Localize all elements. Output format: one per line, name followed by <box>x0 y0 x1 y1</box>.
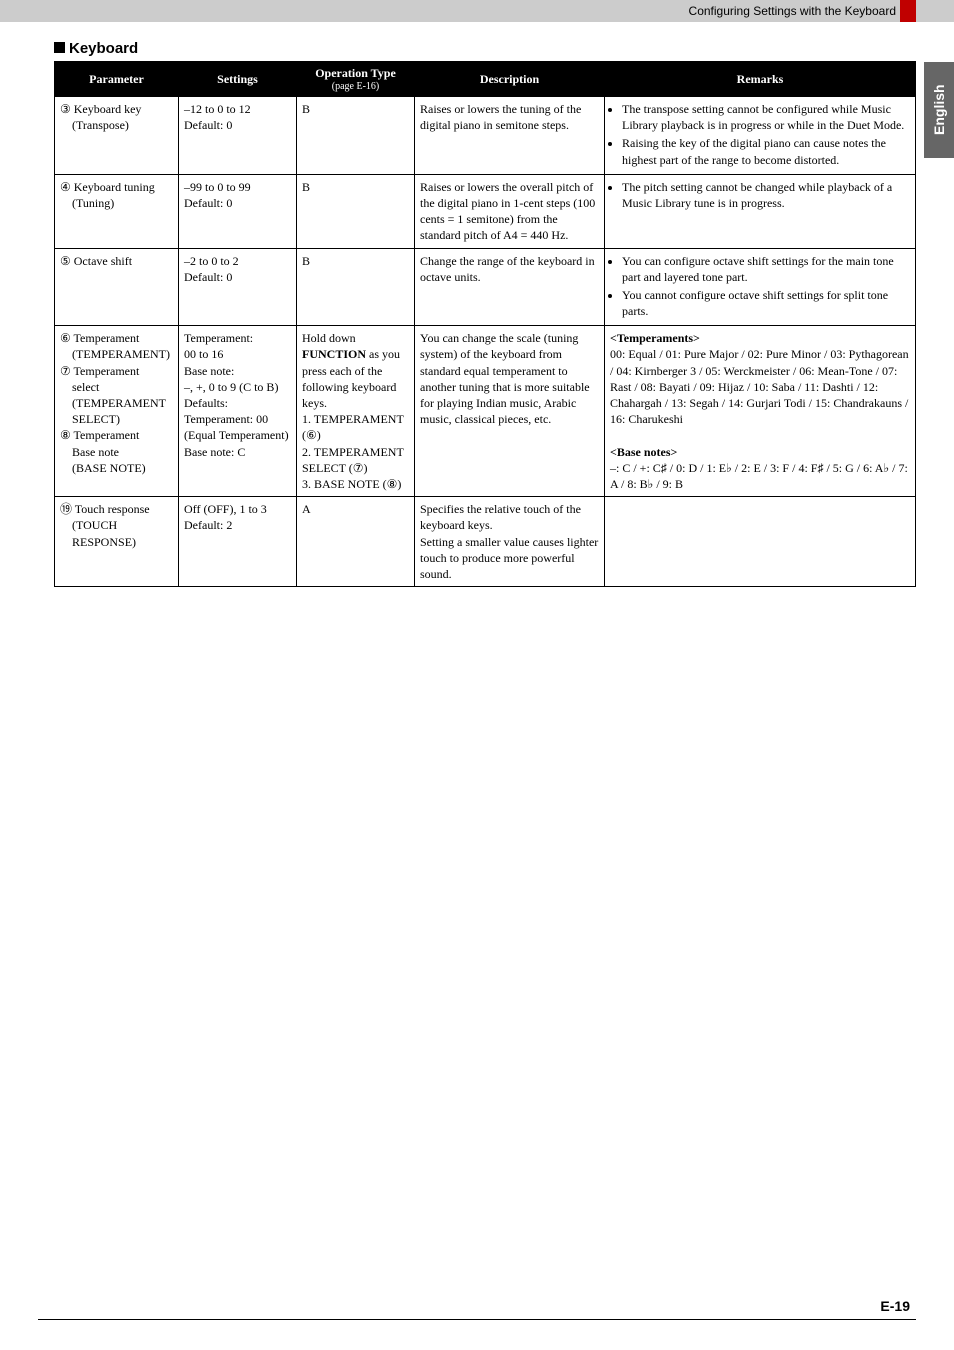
th-op-main: Operation Type <box>315 66 396 80</box>
th-operation-type: Operation Type (page E-16) <box>297 62 415 97</box>
header-bar: Configuring Settings with the Keyboard <box>0 0 954 22</box>
th-op-sub: (page E-16) <box>301 81 410 92</box>
table-row: ⑤ Octave shift–2 to 0 to 2Default: 0BCha… <box>55 248 916 326</box>
cell-parameter: ⑥ Temperament (TEMPERAMENT)⑦ Temperament… <box>55 326 179 497</box>
header-red-accent <box>900 0 916 22</box>
cell-remarks <box>605 497 916 587</box>
footer-rule <box>38 1319 916 1320</box>
cell-remarks: <Temperaments>00: Equal / 01: Pure Major… <box>605 326 916 497</box>
cell-parameter: ④ Keyboard tuning (Tuning) <box>55 174 179 248</box>
section-bullet-icon <box>54 42 65 53</box>
th-parameter: Parameter <box>55 62 179 97</box>
cell-operation: A <box>297 497 415 587</box>
cell-settings: Off (OFF), 1 to 3Default: 2 <box>179 497 297 587</box>
cell-remarks: The transpose setting cannot be configur… <box>605 97 916 175</box>
cell-settings: Temperament:00 to 16Base note:–, +, 0 to… <box>179 326 297 497</box>
th-remarks: Remarks <box>605 62 916 97</box>
page-number: E-19 <box>880 1298 910 1314</box>
cell-parameter: ⑲ Touch response (TOUCH RESPONSE) <box>55 497 179 587</box>
cell-operation: Hold down FUNCTION as you press each of … <box>297 326 415 497</box>
cell-remarks: You can configure octave shift settings … <box>605 248 916 326</box>
cell-settings: –12 to 0 to 12Default: 0 <box>179 97 297 175</box>
cell-parameter: ⑤ Octave shift <box>55 248 179 326</box>
section-title: Keyboard <box>54 40 916 57</box>
cell-parameter: ③ Keyboard key (Transpose) <box>55 97 179 175</box>
remark-item: The pitch setting cannot be changed whil… <box>622 179 910 211</box>
remark-item: The transpose setting cannot be configur… <box>622 101 910 133</box>
table-body: ③ Keyboard key (Transpose)–12 to 0 to 12… <box>55 97 916 587</box>
language-tab: English <box>924 62 954 158</box>
keyboard-settings-table: Parameter Settings Operation Type (page … <box>54 61 916 587</box>
cell-description: Raises or lowers the overall pitch of th… <box>415 174 605 248</box>
cell-operation: B <box>297 174 415 248</box>
cell-description: Change the range of the keyboard in octa… <box>415 248 605 326</box>
section-title-text: Keyboard <box>69 40 138 57</box>
cell-description: You can change the scale (tuning system)… <box>415 326 605 497</box>
th-settings: Settings <box>179 62 297 97</box>
cell-description: Specifies the relative touch of the keyb… <box>415 497 605 587</box>
table-row: ④ Keyboard tuning (Tuning)–99 to 0 to 99… <box>55 174 916 248</box>
header-breadcrumb: Configuring Settings with the Keyboard <box>689 4 896 18</box>
remark-item: You cannot configure octave shift settin… <box>622 287 910 319</box>
table-row: ③ Keyboard key (Transpose)–12 to 0 to 12… <box>55 97 916 175</box>
cell-remarks: The pitch setting cannot be changed whil… <box>605 174 916 248</box>
cell-description: Raises or lowers the tuning of the digit… <box>415 97 605 175</box>
cell-settings: –99 to 0 to 99Default: 0 <box>179 174 297 248</box>
table-row: ⑥ Temperament (TEMPERAMENT)⑦ Temperament… <box>55 326 916 497</box>
cell-operation: B <box>297 97 415 175</box>
cell-operation: B <box>297 248 415 326</box>
th-description: Description <box>415 62 605 97</box>
remark-item: Raising the key of the digital piano can… <box>622 135 910 167</box>
table-row: ⑲ Touch response (TOUCH RESPONSE)Off (OF… <box>55 497 916 587</box>
remark-item: You can configure octave shift settings … <box>622 253 910 285</box>
cell-settings: –2 to 0 to 2Default: 0 <box>179 248 297 326</box>
